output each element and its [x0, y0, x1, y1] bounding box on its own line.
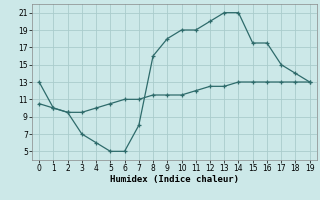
X-axis label: Humidex (Indice chaleur): Humidex (Indice chaleur) [110, 175, 239, 184]
